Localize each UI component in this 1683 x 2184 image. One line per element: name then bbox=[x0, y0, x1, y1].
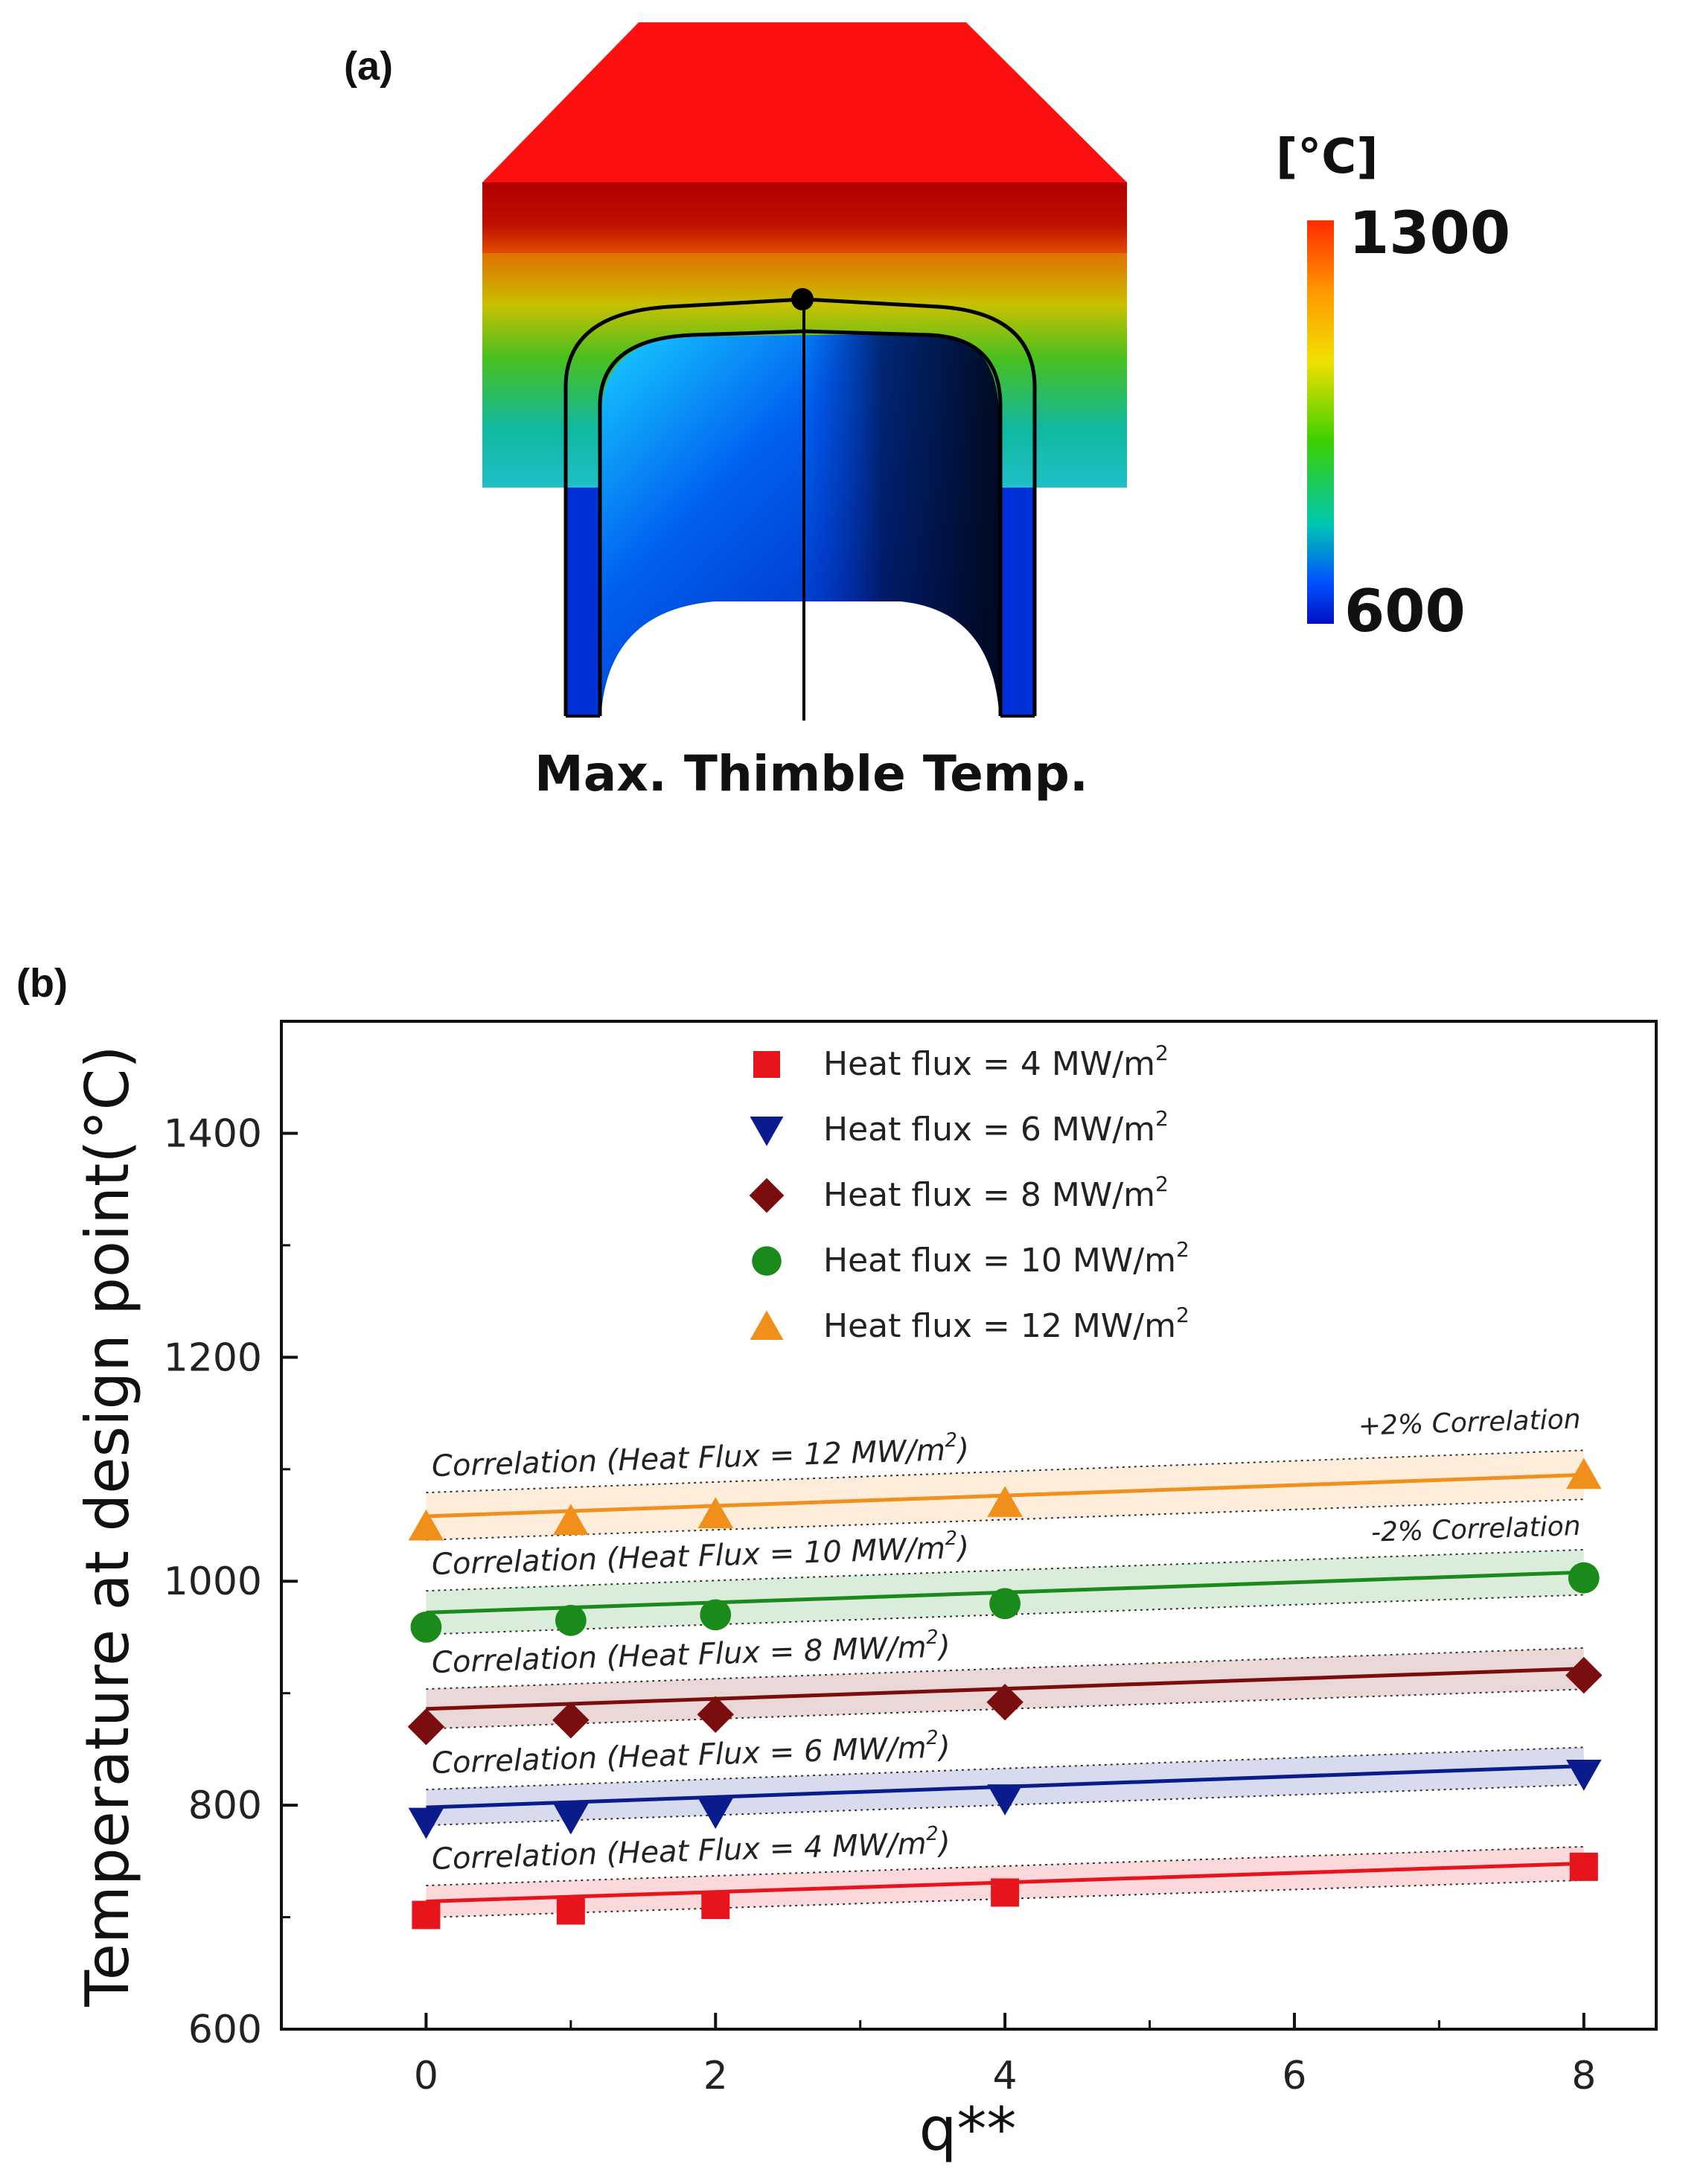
data-point bbox=[697, 1497, 734, 1528]
data-point bbox=[1566, 1457, 1602, 1489]
data-point bbox=[991, 1878, 1020, 1907]
thimble-inner-outline bbox=[598, 329, 1003, 716]
x-tick-label: 2 bbox=[703, 2054, 728, 2098]
data-point bbox=[408, 1509, 444, 1541]
data-point bbox=[697, 1696, 734, 1733]
plus-2-percent-label: +2% Correlation bbox=[1358, 1404, 1581, 1441]
plot-frame bbox=[280, 1020, 1658, 2031]
data-point bbox=[1565, 1656, 1603, 1694]
colorbar bbox=[1307, 220, 1334, 624]
x-tick-label: 0 bbox=[414, 2054, 438, 2098]
data-point bbox=[552, 1702, 590, 1739]
legend-entry: Heat flux = 10 MW/m2 bbox=[823, 1237, 1189, 1280]
simulation-caption: Max. Thimble Temp. bbox=[534, 745, 1088, 802]
correlation-label: Correlation (Heat Flux = 12 MW/m2) bbox=[431, 1428, 970, 1484]
x-tick-label: 6 bbox=[1282, 2054, 1306, 2098]
thimble-cavity bbox=[601, 601, 999, 715]
data-point bbox=[410, 1612, 442, 1643]
y-tick-label: 600 bbox=[188, 2008, 262, 2052]
data-point bbox=[553, 1803, 589, 1835]
correlation-label: Correlation (Heat Flux = 6 MW/m2) bbox=[431, 1726, 951, 1781]
data-point bbox=[700, 1599, 732, 1631]
data-point bbox=[701, 1891, 730, 1920]
correlation-label: Correlation (Heat Flux = 4 MW/m2) bbox=[431, 1822, 951, 1877]
panel-a-label: (a) bbox=[344, 44, 393, 89]
data-point bbox=[556, 1896, 585, 1925]
legend-marker bbox=[752, 1246, 782, 1276]
legend-entry: Heat flux = 12 MW/m2 bbox=[823, 1303, 1189, 1345]
legend-marker bbox=[749, 1178, 785, 1213]
x-tick-label: 4 bbox=[993, 2054, 1018, 2098]
data-point bbox=[1568, 1562, 1600, 1594]
data-point bbox=[555, 1604, 587, 1636]
data-point bbox=[412, 1900, 441, 1929]
plus-2-percent-line bbox=[426, 1746, 1584, 1791]
correlation-label: Correlation (Heat Flux = 8 MW/m2) bbox=[431, 1626, 951, 1680]
x-tick-label: 8 bbox=[1571, 2054, 1596, 2098]
plus-2-percent-line bbox=[426, 1449, 1584, 1494]
minus-2-percent-label: -2% Correlation bbox=[1370, 1511, 1581, 1548]
colorbar-min-label: 600 bbox=[1344, 578, 1466, 645]
upper-band bbox=[482, 182, 1127, 253]
data-point bbox=[989, 1588, 1021, 1620]
y-tick-label: 800 bbox=[188, 1784, 262, 1828]
legend-entry: Heat flux = 6 MW/m2 bbox=[823, 1106, 1169, 1149]
y-axis-title: Temperature at design point(°C) bbox=[73, 1045, 142, 2007]
legend-entry: Heat flux = 4 MW/m2 bbox=[823, 1041, 1169, 1083]
legend-entry: Heat flux = 8 MW/m2 bbox=[823, 1172, 1169, 1214]
panel-b-label: (b) bbox=[16, 961, 68, 1006]
hot-zone-block bbox=[482, 22, 1127, 182]
thimble-simulation-figure: Max. Thimble Temp. [°C] 1300 600 bbox=[482, 22, 1510, 802]
data-point bbox=[408, 1807, 444, 1839]
colorbar-unit: [°C] bbox=[1276, 130, 1378, 185]
plus-2-percent-line bbox=[426, 1548, 1584, 1592]
data-point bbox=[986, 1684, 1023, 1721]
data-point bbox=[407, 1708, 445, 1746]
y-tick-label: 1400 bbox=[164, 1111, 262, 1156]
legend-marker bbox=[753, 1051, 780, 1078]
data-point bbox=[987, 1486, 1023, 1517]
data-point bbox=[697, 1798, 734, 1829]
colorbar-max-label: 1300 bbox=[1349, 200, 1510, 267]
legend-marker bbox=[750, 1310, 784, 1340]
minus-2-percent-line bbox=[426, 1498, 1584, 1541]
data-point bbox=[1569, 1852, 1598, 1881]
y-tick-label: 1200 bbox=[164, 1335, 262, 1380]
plus-2-percent-line bbox=[426, 1647, 1584, 1690]
design-point-marker bbox=[791, 288, 814, 310]
x-axis-title: q** bbox=[919, 2095, 1017, 2164]
legend-marker bbox=[750, 1117, 784, 1146]
data-point bbox=[987, 1784, 1023, 1816]
data-point bbox=[1566, 1759, 1602, 1791]
data-point bbox=[553, 1504, 589, 1535]
plus-2-percent-line bbox=[426, 1845, 1584, 1887]
y-tick-label: 1000 bbox=[164, 1559, 262, 1604]
